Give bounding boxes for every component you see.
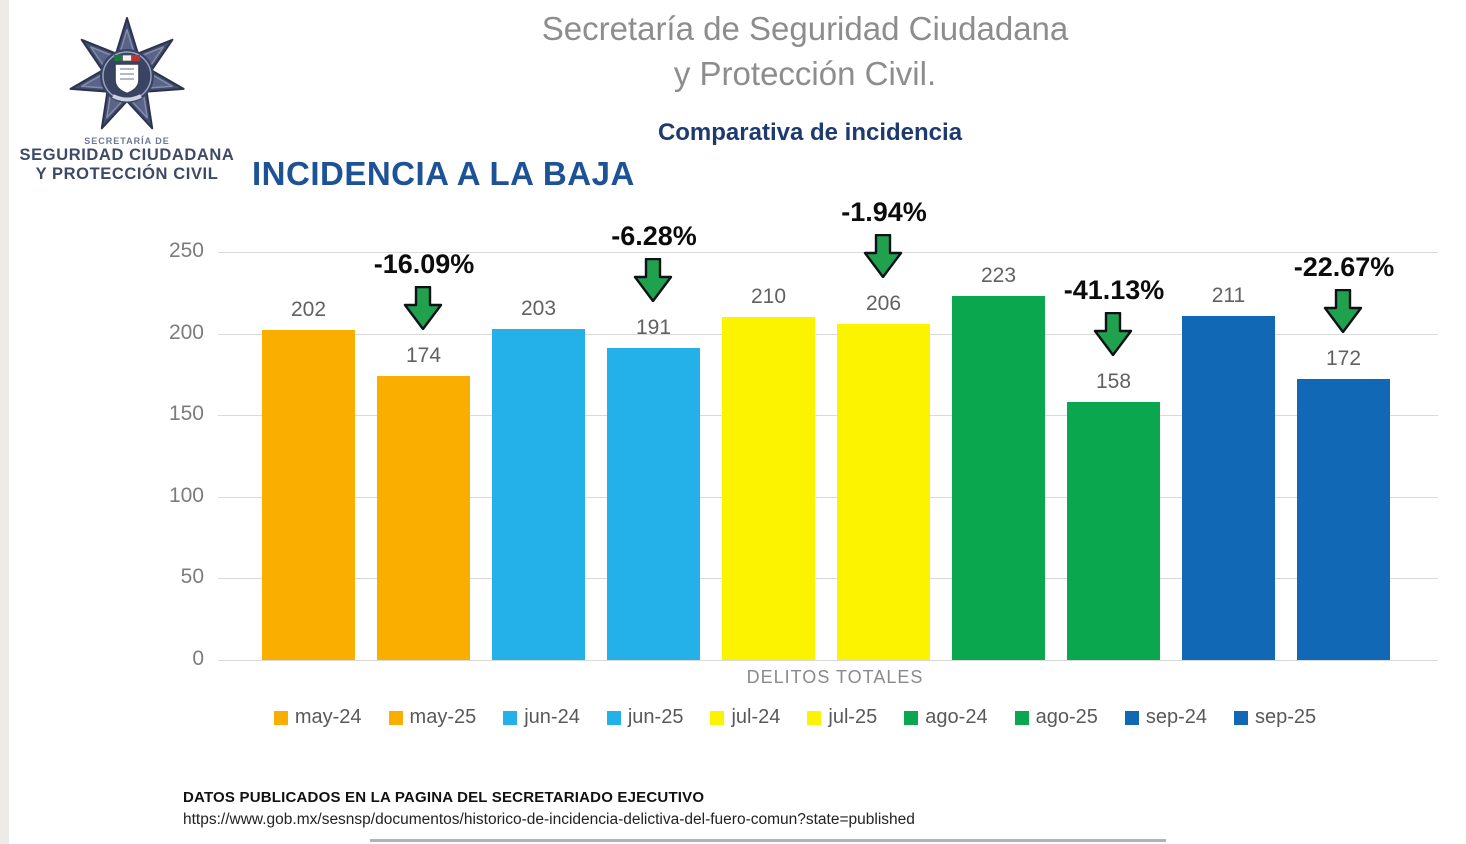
legend-item: may-24 [273,706,362,729]
bar-value-label: 210 [750,285,787,309]
bar-value-label: 223 [980,264,1017,288]
legend-swatch [273,710,288,725]
chart-title: Comparativa de incidencia [657,119,963,146]
legend-label: sep-24 [1145,706,1208,728]
page-title: Secretaría de Seguridad Ciudadana y Prot… [400,6,1210,96]
legend-label: jul-25 [828,706,878,728]
gridline [218,496,1438,498]
down-arrow-icon [633,258,673,303]
bar-chart: 0 50 100 150 200 250 202 174 -16.09% 203 191 -6.28%… [160,197,1456,670]
y-axis-tick: 0 [192,647,204,670]
footer: DATOS PUBLICADOS EN LA PAGINA DEL SECRET… [183,789,915,829]
page-edge [0,0,9,844]
bar-value-label: 203 [520,296,557,320]
bar-value-label: 191 [635,316,672,340]
y-axis-tick: 200 [168,320,204,344]
pct-change-label: -6.28% [611,221,697,252]
pct-change-label: -1.94% [841,196,927,227]
legend-item: may-25 [388,706,477,729]
bar-jul-24 [722,317,815,660]
legend-item: sep-24 [1124,706,1208,729]
x-axis-label: DELITOS TOTALES [746,667,924,687]
y-axis-tick: 150 [168,402,204,426]
source-note: DATOS PUBLICADOS EN LA PAGINA DEL SECRET… [183,789,705,806]
police-star-badge-icon [69,17,185,130]
legend-label: jun-24 [524,706,580,728]
legend-swatch [503,710,518,725]
gridline [218,660,1438,661]
legend-swatch [807,710,822,725]
gridline [218,333,1438,335]
pct-change-label: -22.67% [1293,252,1395,283]
bar-value-label: 174 [405,344,442,368]
down-arrow-icon [863,233,903,279]
bar-value-label: 206 [865,291,902,315]
bar-may-24 [262,330,355,660]
legend-label: jun-25 [627,706,684,728]
logo-caption-small: SECRETARÍA DE [84,136,170,146]
source-url: https://www.gob.mx/sesnsp/documentos/his… [183,811,915,828]
bar-ago-25 [1067,402,1160,660]
legend-item: jun-24 [503,706,580,729]
bar-ago-24 [952,296,1045,660]
bar-sep-24 [1182,315,1275,660]
gridline [218,252,1438,253]
legend-label: jul-24 [731,706,781,728]
legend-swatch [388,710,403,725]
down-arrow-icon [403,285,443,331]
pct-change-label: -41.13% [1063,275,1165,306]
legend-label: sep-25 [1255,706,1317,728]
legend-item: sep-25 [1234,706,1316,729]
legend-swatch [710,710,725,725]
section-heading: INCIDENCIA A LA BAJA [252,155,635,192]
page-title-line2: y Protección Civil. [673,55,937,92]
legend-item: jul-25 [807,706,877,729]
gridline [218,415,1438,417]
legend-label: may-24 [294,706,362,728]
bar-value-label: 211 [1211,283,1246,307]
chart-legend: may-24 may-25 jun-24 jun-25 jul-24 jul-25 ago-… [130,706,1460,729]
bar-value-label: 172 [1325,347,1362,371]
legend-item: jun-25 [606,706,684,729]
bar-jul-25 [837,323,930,660]
legend-label: may-25 [409,706,477,728]
bar-value-label: 202 [290,298,327,322]
bar-jun-25 [607,348,700,660]
gridline [218,578,1438,580]
down-arrow-icon [1093,311,1133,357]
legend-label: ago-25 [1035,706,1098,728]
bar-sep-25 [1297,379,1390,660]
logo: SECRETARÍA DE SEGURIDAD CIUDADANA Y PROT… [18,6,236,184]
logo-caption-line2: Y PROTECCIÓN CIVIL [35,165,219,183]
legend-swatch [904,710,919,725]
bar-jun-24 [492,328,585,660]
legend-swatch [1124,710,1139,725]
legend-item: ago-24 [904,706,988,729]
bar-may-25 [377,376,470,660]
logo-caption-line1: SEGURIDAD CIUDADANA [19,146,235,164]
legend-swatch [1014,710,1029,725]
legend-swatch [1234,710,1249,725]
legend-item: ago-25 [1014,706,1098,729]
legend-label: ago-24 [925,706,988,728]
pct-change-label: -16.09% [373,249,475,280]
divider [370,839,1166,842]
down-arrow-icon [1323,289,1363,334]
y-axis-tick: 250 [168,239,204,262]
legend-swatch [606,710,621,725]
legend-item: jul-24 [710,706,780,729]
bar-value-label: 158 [1095,370,1132,394]
page-title-line1: Secretaría de Seguridad Ciudadana [541,10,1069,47]
y-axis-tick: 100 [168,483,204,507]
y-axis-tick: 50 [180,565,204,589]
